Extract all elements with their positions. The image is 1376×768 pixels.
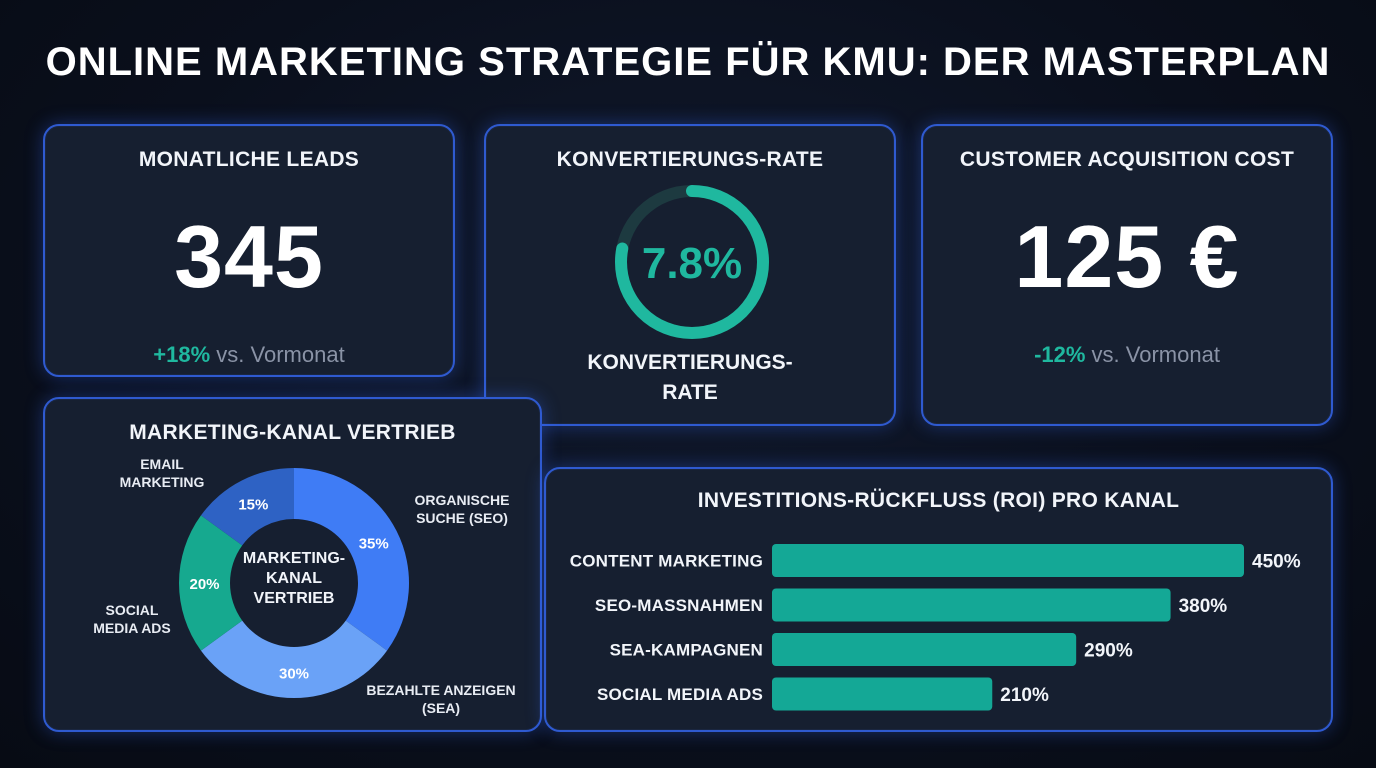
leads-card-title: MONATLICHE LEADS	[138, 148, 360, 171]
roi-bar-category-1: CONTENT MARKETING	[570, 552, 763, 571]
roi-bar-1	[772, 544, 1244, 577]
donut-slice-value-4: 15%	[238, 496, 268, 513]
conversion-ring: 7.8%	[615, 185, 769, 339]
cac-value: 125 €	[1014, 207, 1240, 306]
cac-delta: -12% vs. Vormonat	[923, 342, 1331, 368]
conversion-value: 7.8%	[642, 239, 742, 288]
donut-slice-label-4: EMAIL MARKETING	[120, 456, 205, 490]
donut-slice-label-3: SOCIAL MEDIA ADS	[93, 602, 171, 636]
conversion-card: KONVERTIERUNGS-RATE 7.8% KONVERTIERUNGS-…	[484, 124, 896, 426]
roi-bar-category-3: SEA-KAMPAGNEN	[610, 641, 763, 660]
conversion-label: KONVERTIERUNGS- RATE	[486, 348, 894, 408]
roi-bar-value-2: 380%	[1179, 596, 1228, 617]
leads-value: 345	[174, 207, 324, 306]
donut-slice-4	[200, 468, 294, 546]
roi-title: INVESTITIONS-RÜCKFLUSS (ROI) PRO KANAL	[697, 489, 1180, 512]
roi-bar-3	[772, 633, 1077, 666]
leads-delta-suffix: vs. Vormonat	[210, 342, 345, 367]
donut-slice-1	[294, 468, 409, 651]
donut-chart: 35% ORGANISCHE SUCHE (SEO) 30% BEZAHLTE ANZE…	[93, 456, 515, 716]
cac-delta-percent: -12%	[1034, 342, 1086, 367]
conversion-card-title: KONVERTIERUNGS-RATE	[556, 148, 824, 171]
donut-slice-value-3: 20%	[189, 576, 219, 593]
roi-bar-value-1: 450%	[1252, 552, 1301, 573]
donut-slice-value-2: 30%	[279, 666, 309, 683]
donut-slice-label-2: BEZAHLTE ANZEIGEN (SEA)	[366, 682, 515, 716]
roi-bar-category-2: SEO-MASSNAHMEN	[595, 596, 763, 615]
leads-delta-percent: +18%	[153, 342, 211, 367]
donut-center-label: MARKETING-KANAL VERTRIEB	[243, 550, 345, 607]
leads-card: MONATLICHE LEADS 345 +18% vs. Vormonat	[43, 124, 455, 377]
conversion-label-line2: RATE	[662, 381, 718, 404]
donut-slice-3	[179, 515, 243, 651]
cac-card-title: CUSTOMER ACQUISITION COST	[959, 148, 1295, 171]
cac-card: CUSTOMER ACQUISITION COST 125 € -12% vs.…	[921, 124, 1333, 426]
donut-slice-2	[200, 620, 388, 698]
channel-distribution-card: MARKETING-KANAL VERTRIEB 35% ORGANISCHE SU…	[43, 397, 542, 732]
roi-bar-4	[772, 677, 993, 711]
roi-bar-value-3: 290%	[1084, 641, 1133, 662]
donut-slice-label-1: ORGANISCHE SUCHE (SEO)	[415, 492, 510, 526]
donut-slice-value-1: 35%	[359, 535, 389, 552]
channel-distribution-title: MARKETING-KANAL VERTRIEB	[129, 421, 456, 444]
roi-card: INVESTITIONS-RÜCKFLUSS (ROI) PRO KANAL C…	[544, 467, 1333, 732]
page-title: ONLINE MARKETING STRATEGIE FÜR KMU: DER …	[45, 40, 1331, 84]
roi-bar-value-4: 210%	[1000, 685, 1049, 706]
conversion-label-line1: KONVERTIERUNGS-	[587, 351, 793, 374]
conversion-ring-progress	[615, 185, 769, 339]
roi-bar-category-4: SOCIAL MEDIA ADS	[597, 685, 763, 704]
cac-delta-suffix: vs. Vormonat	[1085, 342, 1220, 367]
leads-delta: +18% vs. Vormonat	[45, 342, 453, 368]
roi-bar-2	[772, 588, 1171, 622]
roi-bar-chart: CONTENT MARKETING 450% SEO-MASSNAHMEN 380% S…	[570, 544, 1301, 711]
